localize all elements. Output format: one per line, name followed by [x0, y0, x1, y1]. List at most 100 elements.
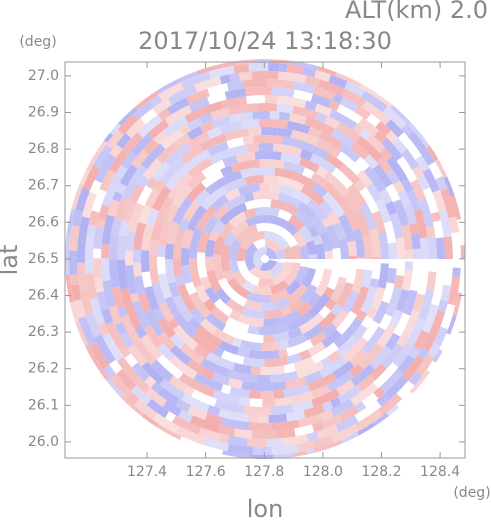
- radar-cell: [227, 435, 248, 447]
- radar-cell: [422, 187, 439, 214]
- radar-cell: [243, 192, 255, 203]
- radar-cell: [226, 80, 244, 91]
- radar-cell: [212, 204, 230, 221]
- radar-cell: [440, 303, 456, 330]
- radar-cell: [328, 350, 341, 363]
- radar-cell: [149, 239, 159, 255]
- radar-cell: [245, 214, 271, 227]
- radar-cell: [94, 334, 116, 365]
- radar-cell: [193, 442, 223, 455]
- radar-cell: [451, 232, 462, 259]
- radar-cell: [385, 286, 402, 317]
- radar-cell: [412, 165, 425, 179]
- radar-cell: [324, 298, 337, 311]
- radar-cell: [211, 115, 232, 129]
- radar-cell: [300, 141, 321, 156]
- radar-cell: [373, 130, 388, 144]
- radar-cell: [453, 292, 463, 316]
- radar-cell: [278, 348, 289, 358]
- radar-cell: [254, 150, 270, 160]
- radar-cell: [339, 405, 360, 422]
- radar-cell: [398, 132, 422, 160]
- radar-cell: [294, 266, 309, 285]
- radar-cell: [204, 256, 215, 272]
- radar-cell: [260, 365, 286, 375]
- radar-cell: [214, 399, 245, 414]
- radar-cell: [165, 259, 176, 284]
- radar-cell: [140, 143, 166, 170]
- radar-cell: [188, 97, 210, 113]
- radar-cell: [403, 309, 421, 336]
- radar-cell: [264, 308, 284, 320]
- radar-cell: [281, 305, 293, 316]
- radar-cell: [286, 64, 304, 75]
- radar-cell: [330, 303, 343, 317]
- radar-cell: [335, 415, 359, 432]
- radar-cell: [129, 292, 140, 303]
- radar-cell: [224, 177, 247, 193]
- radar-cell: [349, 348, 368, 367]
- radar-cell: [362, 235, 373, 259]
- radar-cell: [84, 234, 95, 262]
- radar-cell: [296, 361, 324, 379]
- y-tick-label: 27.0: [28, 68, 59, 84]
- radar-cell: [304, 116, 335, 136]
- radar-cell: [282, 245, 293, 259]
- radar-cell: [219, 202, 248, 226]
- radar-cell: [352, 228, 365, 258]
- y-tick-label: 26.5: [28, 251, 59, 267]
- radar-cell: [208, 150, 227, 165]
- radar-cell: [199, 113, 213, 125]
- radar-cell: [69, 274, 79, 286]
- radar-cell: [273, 453, 293, 459]
- chart-title: 2017/10/24 13:18:30: [138, 27, 392, 55]
- radar-cell: [373, 412, 389, 426]
- radar-cell: [158, 302, 175, 323]
- radar-cell: [110, 218, 123, 237]
- radar-cell: [415, 141, 436, 166]
- radar-cell: [409, 223, 419, 235]
- radar-cell: [225, 317, 250, 333]
- radar-cell: [116, 368, 137, 391]
- radar-cell: [242, 135, 254, 145]
- radar-cell: [169, 333, 186, 349]
- radar-cell: [369, 363, 387, 381]
- radar-cell: [186, 182, 207, 202]
- radar-cell: [131, 149, 150, 169]
- radar-cell: [342, 190, 362, 215]
- radar-cell: [384, 375, 409, 400]
- radar-cell: [143, 325, 164, 349]
- radar-cell: [249, 422, 272, 432]
- radar-cell: [178, 409, 194, 423]
- radar-cell: [273, 143, 303, 157]
- radar-cell: [69, 225, 80, 251]
- radar-cell: [311, 182, 328, 198]
- radar-cell: [336, 310, 358, 335]
- radar-cell: [276, 103, 294, 114]
- radar-cell: [366, 182, 383, 202]
- radar-cell: [93, 144, 113, 169]
- radar-cell: [254, 207, 280, 217]
- radar-cell: [75, 321, 89, 347]
- radar-cell: [269, 183, 280, 193]
- radar-cell: [174, 312, 197, 339]
- radar-cell: [279, 340, 290, 350]
- radar-cell: [101, 177, 121, 207]
- radar-cell: [213, 61, 236, 70]
- radar-cell: [124, 353, 138, 368]
- radar-cell: [326, 210, 341, 226]
- radar-cell: [188, 258, 202, 288]
- radar-cell: [243, 405, 271, 416]
- radar-cell: [437, 299, 449, 313]
- radar-cell: [315, 243, 326, 259]
- radar-cell: [235, 224, 258, 244]
- radar-cell: [156, 143, 178, 164]
- radar-cell: [327, 262, 341, 290]
- radar-cell: [311, 384, 331, 399]
- radar-cell: [321, 216, 333, 228]
- radar-cell: [195, 324, 223, 348]
- radar-cell: [69, 250, 78, 276]
- radar-cell: [157, 108, 172, 121]
- radar-cell: [358, 342, 384, 370]
- radar-cell: [252, 190, 280, 201]
